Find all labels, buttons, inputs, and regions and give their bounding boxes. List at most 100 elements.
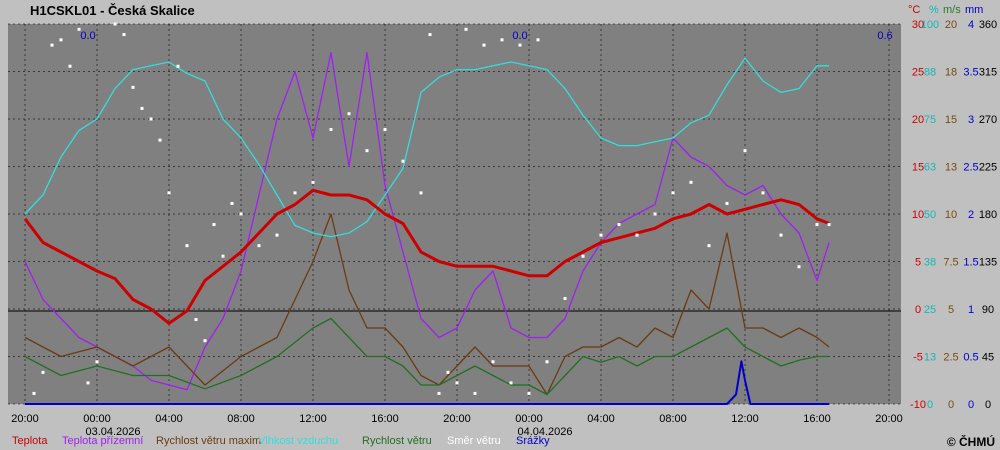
grid: [8, 23, 901, 405]
wind-direction-point: [725, 201, 729, 205]
wind-direction-point: [329, 128, 333, 132]
precip-total-1: 0.0: [80, 30, 95, 42]
wind-direction-point: [518, 43, 522, 47]
wind-direction-point: [437, 391, 441, 395]
wind-direction-point: [689, 180, 693, 184]
wind-direction-point: [275, 233, 279, 237]
axis-tick-humidity: 0: [927, 399, 933, 411]
x-tick-label: 04:00: [155, 413, 183, 425]
legend-item: Rychlost větru maxim: [156, 435, 261, 447]
wind-direction-point: [221, 254, 225, 258]
series-line-1: [24, 51, 830, 391]
wind-direction-point: [401, 159, 405, 163]
axis-tick-precipitation: 3.5: [963, 67, 978, 79]
wind-direction-point: [257, 244, 261, 248]
precipitation-totals: 0.0 0.0 0.6: [80, 30, 892, 42]
wind-direction-point: [509, 381, 513, 385]
axis-tick-precipitation: 0.5: [963, 352, 978, 364]
x-axis-ticks: 20:00 00:00 04:00 08:00 12:00 16:00 20:00 00:00…: [11, 413, 903, 425]
series-layer: [23, 51, 830, 405]
axis-tick-wind_speed: 20: [945, 19, 957, 31]
right-axes: 302520151050-5-1010088756350382513020181…: [910, 19, 997, 411]
wind-direction-point: [464, 27, 468, 31]
unit-headers: °C % m/s mm: [908, 4, 983, 16]
precip-total-2: 0.0: [512, 30, 527, 42]
x-tick-label: 00:00: [83, 413, 111, 425]
axis-tick-humidity: 63: [924, 162, 936, 174]
wind-direction-point: [149, 117, 153, 121]
wind-direction-point: [41, 370, 45, 374]
axis-tick-wind_direction: 0: [985, 399, 991, 411]
x-tick-label: 12:00: [731, 413, 759, 425]
wind-direction-point: [653, 212, 657, 216]
series-line-3: [24, 213, 830, 396]
wind-direction-point: [455, 381, 459, 385]
wind-direction-point: [113, 22, 117, 26]
date-label-2: 04.04.2026: [517, 426, 572, 438]
wind-direction-point: [311, 180, 315, 184]
x-tick-label: 16:00: [371, 413, 399, 425]
wind-direction-point: [212, 223, 216, 227]
x-tick-label: 04:00: [587, 413, 615, 425]
axis-tick-humidity: 13: [924, 352, 936, 364]
axis-tick-precipitation: 1: [968, 304, 974, 316]
wind-direction-scatter: [32, 22, 831, 395]
wind-direction-point: [419, 191, 423, 195]
wind-direction-point: [761, 191, 765, 195]
axis-tick-humidity: 38: [924, 257, 936, 269]
wind-direction-point: [635, 233, 639, 237]
axis-tick-temperature: 10: [912, 209, 924, 221]
axis-tick-wind_speed: 13: [945, 162, 957, 174]
copyright: © ČHMÚ: [947, 434, 995, 449]
axis-tick-wind_direction: 180: [979, 209, 997, 221]
wind-direction-point: [230, 201, 234, 205]
axis-tick-precipitation: 3: [968, 114, 974, 126]
axis-tick-wind_speed: 2.5: [943, 352, 958, 364]
wind-direction-point: [743, 149, 747, 153]
wind-direction-point: [95, 360, 99, 364]
series-line-4: [24, 317, 830, 396]
wind-direction-point: [347, 112, 351, 116]
wind-direction-point: [617, 223, 621, 227]
axis-tick-humidity: 75: [924, 114, 936, 126]
axis-tick-wind_direction: 45: [982, 352, 994, 364]
axis-tick-wind_speed: 18: [945, 67, 957, 79]
axis-tick-temperature: -10: [910, 399, 926, 411]
wind-direction-point: [293, 191, 297, 195]
wind-direction-point: [482, 43, 486, 47]
axis-tick-wind_speed: 7.5: [943, 257, 958, 269]
wind-direction-point: [446, 370, 450, 374]
wind-direction-point: [491, 360, 495, 364]
axis-tick-temperature: 0: [915, 304, 921, 316]
axis-tick-precipitation: 4: [968, 19, 974, 31]
wind-direction-point: [140, 106, 144, 110]
wind-direction-point: [185, 244, 189, 248]
legend-item: Srážky: [516, 435, 550, 447]
axis-tick-temperature: 15: [912, 162, 924, 174]
legend-item: Vlhkost vzduchu: [258, 435, 338, 447]
legend: Teplota Teplota přízemní Rychlost větru ma…: [12, 435, 550, 447]
axis-tick-wind_direction: 225: [979, 162, 997, 174]
legend-item: Teplota: [12, 435, 48, 447]
wind-direction-point: [581, 254, 585, 258]
wind-direction-point: [545, 360, 549, 364]
axis-tick-precipitation: 0: [968, 399, 974, 411]
axis-tick-wind_speed: 5: [948, 304, 954, 316]
wind-direction-point: [59, 38, 63, 42]
axis-tick-wind_speed: 15: [945, 114, 957, 126]
axis-tick-humidity: 50: [924, 209, 936, 221]
date-label-1: 03.04.2026: [85, 426, 140, 438]
axis-tick-temperature: 25: [912, 67, 924, 79]
axis-tick-wind_direction: 135: [979, 257, 997, 269]
legend-item: Rychlost větru: [362, 435, 432, 447]
axis-tick-wind_direction: 270: [979, 114, 997, 126]
axis-tick-precipitation: 2: [968, 209, 974, 221]
wind-direction-point: [599, 233, 603, 237]
wind-direction-point: [827, 223, 831, 227]
wind-direction-point: [86, 381, 90, 385]
wind-direction-point: [194, 318, 198, 322]
unit-header-mm: mm: [965, 4, 983, 16]
x-tick-label: 00:00: [515, 413, 543, 425]
wind-direction-point: [239, 212, 243, 216]
